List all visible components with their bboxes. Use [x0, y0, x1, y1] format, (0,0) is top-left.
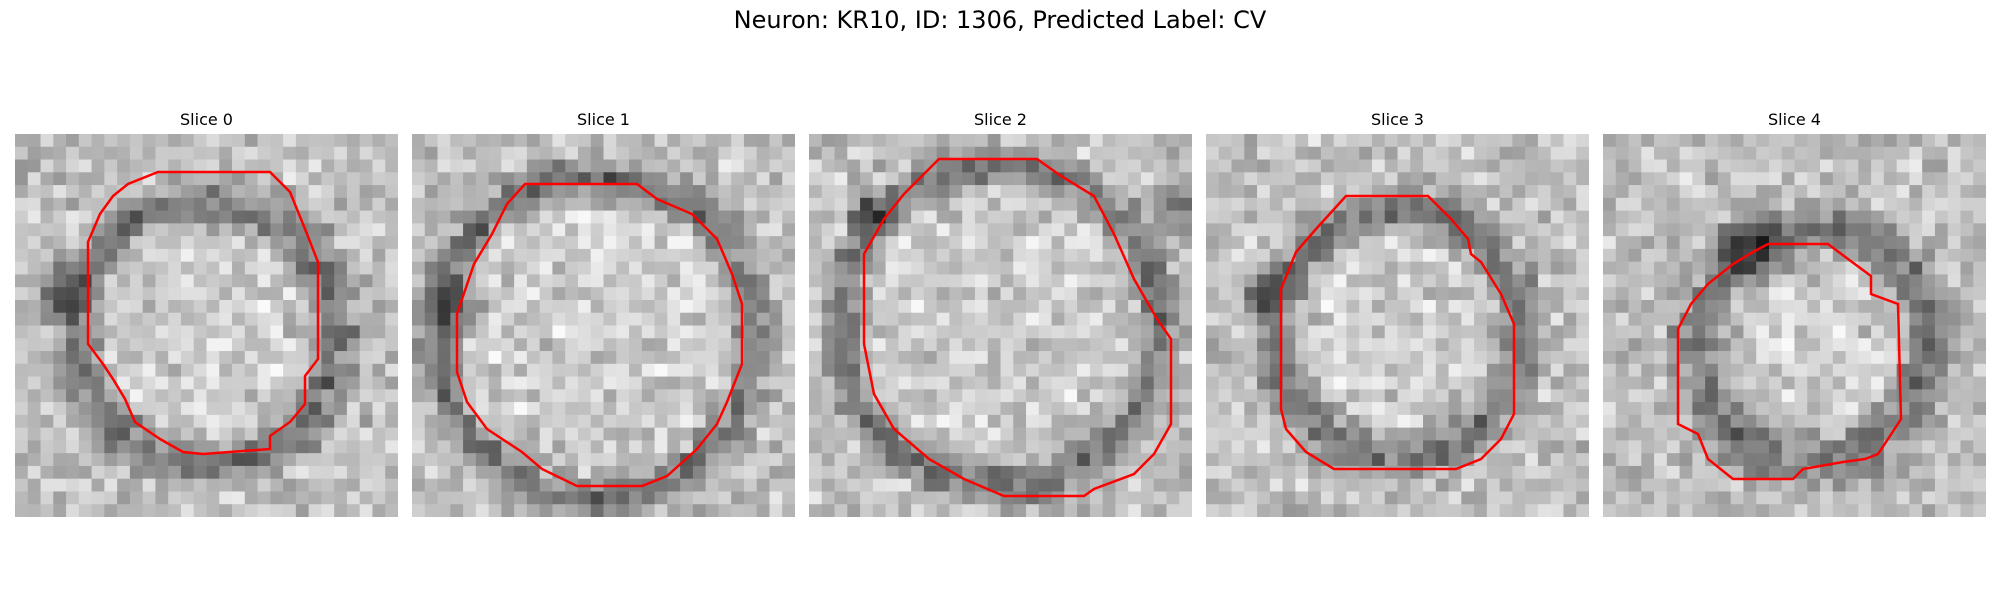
slice-title: Slice 0: [180, 110, 233, 129]
grayscale-pixels: [809, 134, 1192, 517]
slice-image: [15, 134, 398, 517]
contour-outline: [86, 170, 320, 456]
grayscale-pixels: [1206, 134, 1589, 517]
slice-svg: [15, 134, 398, 517]
slice-image: [1206, 134, 1589, 517]
slice-title: Slice 4: [1768, 110, 1821, 129]
slice-image: [412, 134, 795, 517]
slice-svg: [1206, 134, 1589, 517]
slice-image: [809, 134, 1192, 517]
slice-title: Slice 3: [1371, 110, 1424, 129]
slice-svg: [412, 134, 795, 517]
slice-panel-1: Slice 1: [412, 108, 795, 517]
grayscale-pixels: [1603, 134, 1986, 517]
slice-panel-4: Slice 4: [1603, 108, 1986, 517]
slice-panel-3: Slice 3: [1206, 108, 1589, 517]
slice-panel-0: Slice 0: [15, 108, 398, 517]
slice-svg: [809, 134, 1192, 517]
grayscale-pixels: [412, 134, 795, 517]
grayscale-pixels: [15, 134, 398, 517]
slice-image: [1603, 134, 1986, 517]
slice-title: Slice 2: [974, 110, 1027, 129]
contour-outline: [455, 182, 744, 488]
contour-outline: [1676, 242, 1903, 481]
slice-svg: [1603, 134, 1986, 517]
contour-outline: [862, 157, 1173, 498]
figure-title: Neuron: KR10, ID: 1306, Predicted Label:…: [733, 6, 1267, 34]
slice-panel-2: Slice 2: [809, 108, 1192, 517]
contour-outline: [1279, 194, 1516, 471]
slice-title: Slice 1: [577, 110, 630, 129]
